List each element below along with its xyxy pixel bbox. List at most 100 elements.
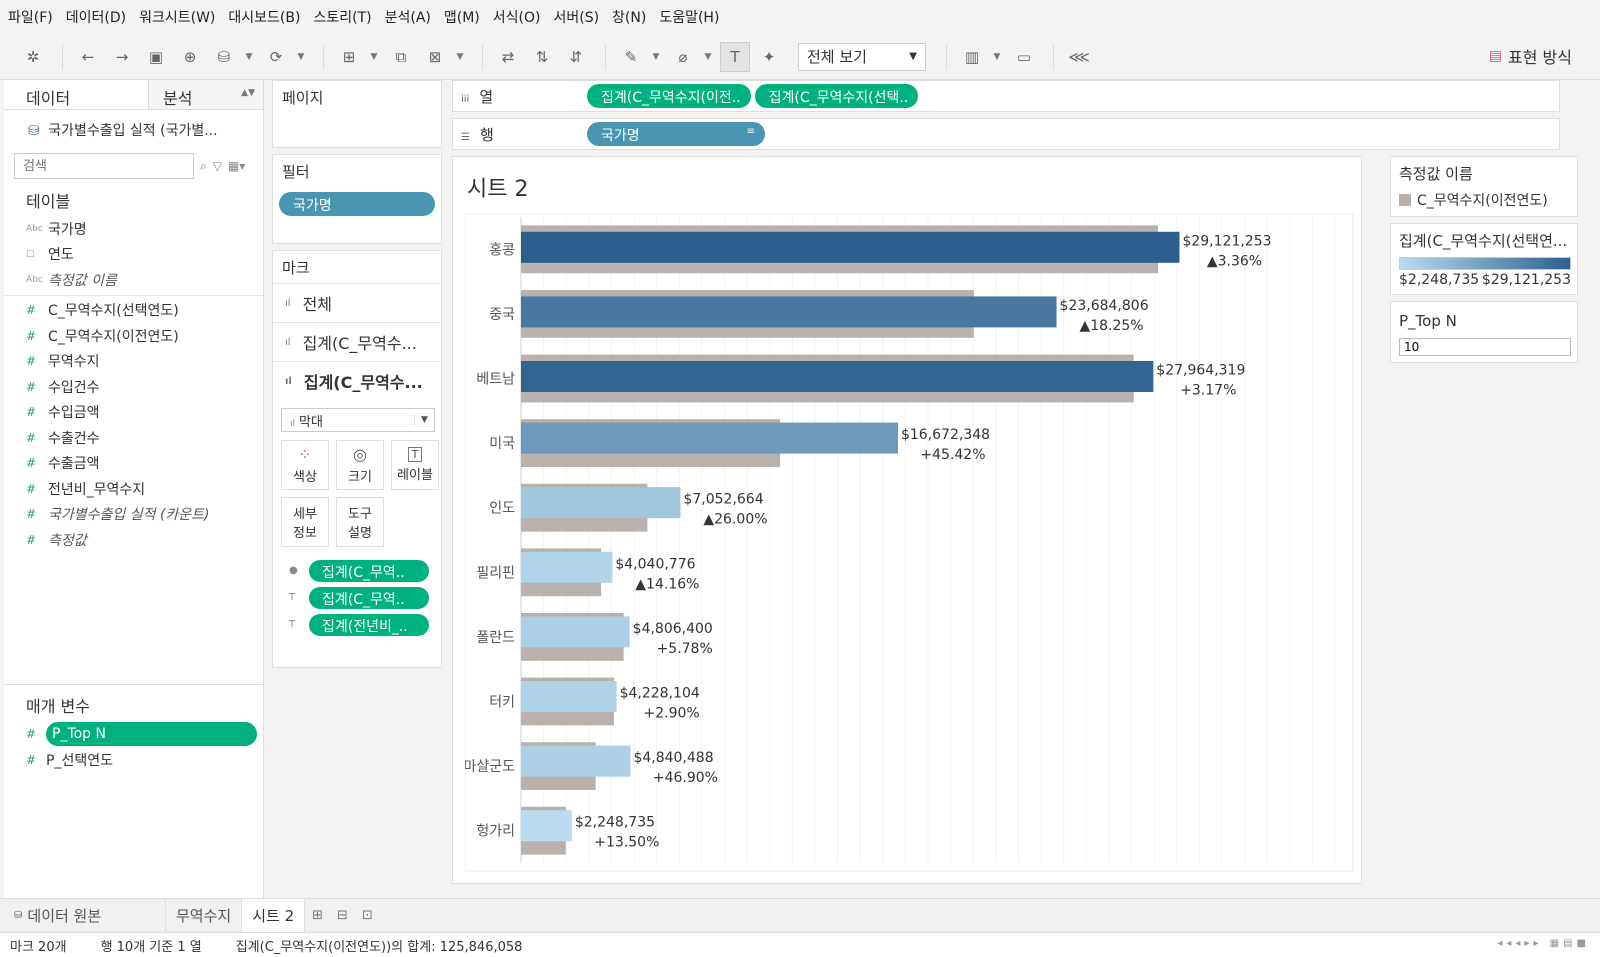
sort-descending-icon[interactable]: ⇵ [569, 47, 583, 66]
row-pill-country[interactable]: 국가명 ≡ [587, 122, 765, 146]
new-datasource-icon[interactable]: ⊕ [183, 47, 197, 66]
legend-item[interactable]: C_무역수지(이전연도) [1399, 190, 1571, 210]
filter-pill-country[interactable]: 국가명 [279, 192, 435, 216]
detail-button[interactable]: 세부 정보 [281, 497, 329, 547]
columns-shelf[interactable]: iii 열 집계(C_무역수지(이전.. 집계(C_무역수지(선택.. [452, 80, 1560, 112]
new-dashboard-icon[interactable]: ⊟ [337, 908, 348, 923]
rows-shelf[interactable]: ☰ 행 국가명 ≡ [452, 118, 1560, 150]
measure-field[interactable]: # 수입건수 [4, 374, 263, 400]
sort-ascending-icon[interactable]: ⇅ [535, 47, 549, 66]
param-item-top-n[interactable]: # P_Top N [4, 721, 263, 747]
show-me-button[interactable]: ▤ 표현 방식 [1489, 44, 1572, 68]
tab-data[interactable]: 데이터 [26, 89, 71, 108]
toolbar: ✲ ← → ▣ ⊕ ⛁ ▼ ⟳ ▼ ⊞ ▼ ⧉ ⊠ ▼ ⇄ ⇅ ⇵ ✎ ▼ ⌀ … [0, 34, 1600, 80]
param-pill-top-n[interactable]: P_Top N [46, 722, 257, 746]
menu-help[interactable]: 도움말(H) [659, 10, 720, 26]
column-pill-previous-year[interactable]: 집계(C_무역수지(이전.. [587, 84, 751, 108]
menu-window[interactable]: 창(N) [612, 10, 647, 26]
refresh-icon[interactable]: ⟳ [269, 47, 283, 66]
measure-field[interactable]: # 수출금액 [4, 451, 263, 477]
duplicate-sheet-icon[interactable]: ⧉ [395, 47, 407, 66]
column-pill-selected-year[interactable]: 집계(C_무역수지(선택.. [754, 84, 919, 108]
clear-dropdown-icon[interactable]: ▼ [456, 51, 464, 62]
clear-sheet-icon[interactable]: ⊠ [428, 47, 442, 66]
mark-type-select[interactable]: ıl 막대 ▼ [281, 408, 435, 432]
dimension-field[interactable]: Abc 측정값 이름 [4, 267, 263, 293]
highlight-dropdown-icon[interactable]: ▼ [652, 51, 660, 62]
measure-field[interactable]: # 무역수지 [4, 349, 263, 375]
new-story-icon[interactable]: ⊡ [361, 908, 373, 923]
param-item-selected-year[interactable]: # P_선택연도 [4, 747, 263, 773]
share-icon[interactable]: ⋘ [1068, 47, 1090, 66]
group-icon[interactable]: ⌀ [678, 47, 688, 66]
menu-data[interactable]: 데이터(D) [65, 10, 127, 26]
search-input[interactable] [14, 153, 194, 179]
group-dropdown-icon[interactable]: ▼ [704, 51, 712, 62]
measure-field[interactable]: # 전년비_무역수지 [4, 476, 263, 502]
pages-card[interactable]: 페이지 [272, 80, 442, 148]
color-max-label: $29,121,253 [1481, 272, 1571, 288]
menu-file[interactable]: 파일(F) [8, 10, 53, 26]
menu-server[interactable]: 서버(S) [553, 10, 600, 26]
menu-dashboard[interactable]: 대시보드(B) [228, 10, 301, 26]
swap-icon[interactable]: ⇄ [501, 47, 515, 66]
measure-field[interactable]: # C_무역수지(선택연도) [4, 298, 263, 324]
label-button[interactable]: T 레이블 [391, 440, 439, 490]
tooltip-button[interactable]: 도구 설명 [336, 497, 384, 547]
new-worksheet-icon[interactable]: ⊞ [312, 908, 324, 923]
datasource-dropdown-icon[interactable]: ▼ [245, 51, 253, 62]
color-legend[interactable]: 집계(C_무역수지(선택연... $2,248,735 $29,121,253 [1390, 223, 1578, 295]
menu-analysis[interactable]: 분석(A) [384, 10, 431, 26]
measure-names-legend[interactable]: 측정값 이름 C_무역수지(이전연도) [1390, 156, 1578, 217]
menu-worksheet[interactable]: 워크시트(W) [139, 10, 216, 26]
tab-analysis-label: 분석 [163, 89, 193, 108]
tableau-logo-icon[interactable]: ✲ [26, 47, 40, 66]
highlight-icon[interactable]: ✎ [624, 47, 638, 66]
menu-format[interactable]: 서식(O) [492, 10, 541, 26]
marks-pill[interactable]: 집계(C_무역.. [309, 559, 429, 582]
param-top-n-input[interactable] [1399, 338, 1571, 356]
dimension-field[interactable]: □ 연도 [4, 242, 263, 268]
new-worksheet-icon[interactable]: ⊞ [342, 47, 356, 66]
view-options-icon[interactable]: ▦▾ [227, 159, 246, 173]
datasource-item[interactable]: ⛁ 국가별수출입 실적 (국가별... [4, 110, 263, 150]
category-label: 미국 [489, 436, 515, 452]
tab-trade-balance[interactable]: 무역수지 [166, 898, 243, 933]
measure-field[interactable]: # 국가별수출입 실적 (카운트) [4, 502, 263, 528]
tab-datasource[interactable]: ⛁ 데이터 원본 [0, 898, 166, 933]
size-button[interactable]: ◎ 크기 [336, 440, 384, 490]
sheet-title[interactable]: 시트 2 [467, 177, 529, 202]
view-select[interactable]: 전체 보기 ▼ [798, 42, 926, 71]
bar-chart[interactable]: 홍콩 $29,121,253 ▲3.36% 중국 $23,684,806 ▲18.25% 베… [465, 213, 1355, 873]
measure-field[interactable]: # C_무역수지(이전연도) [4, 323, 263, 349]
menu-map[interactable]: 맵(M) [443, 10, 480, 26]
refresh-dropdown-icon[interactable]: ▼ [297, 51, 305, 62]
marks-pill[interactable]: 집계(C_무역.. [309, 586, 429, 609]
save-icon[interactable]: ▣ [148, 47, 164, 66]
tab-sheet2[interactable]: 시트 2 [242, 898, 306, 933]
datasource-icon[interactable]: ⛁ [217, 47, 231, 66]
show-cards-dropdown-icon[interactable]: ▼ [993, 51, 1001, 62]
measure-field[interactable]: # 수입금액 [4, 400, 263, 426]
dimension-field[interactable]: Abc 국가명 [4, 216, 263, 242]
color-button[interactable]: ⁘ 색상 [281, 440, 329, 490]
search-icon[interactable]: ⌕ [200, 158, 207, 173]
tab-analysis[interactable]: 분석 ▲▼ [148, 80, 263, 109]
filters-card[interactable]: 필터 국가명 [272, 154, 442, 244]
filter-icon[interactable]: ▽ [212, 159, 222, 173]
show-cards-icon[interactable]: ▥ [964, 47, 980, 66]
pin-icon[interactable]: ✦ [762, 47, 776, 66]
marks-layer-row[interactable]: ıl 집계(C_무역수... [273, 361, 441, 400]
menu-story[interactable]: 스토리(T) [313, 10, 372, 26]
new-worksheet-dropdown-icon[interactable]: ▼ [370, 51, 378, 62]
measure-field[interactable]: # 수출건수 [4, 425, 263, 451]
measure-field[interactable]: # 측정값 [4, 527, 263, 553]
status-nav-icons[interactable]: ◂◂◂▸▸ ▦▤■ [1497, 938, 1590, 949]
marks-layer-row[interactable]: ıl 전체 [273, 283, 441, 322]
redo-icon[interactable]: → [115, 47, 129, 66]
presentation-icon[interactable]: ▭ [1016, 47, 1032, 66]
marks-pill[interactable]: 집계(전년비_.. [309, 613, 429, 636]
show-labels-icon[interactable]: T [720, 41, 750, 72]
marks-layer-row[interactable]: ıl 집계(C_무역수... [273, 322, 441, 361]
undo-icon[interactable]: ← [81, 47, 95, 66]
